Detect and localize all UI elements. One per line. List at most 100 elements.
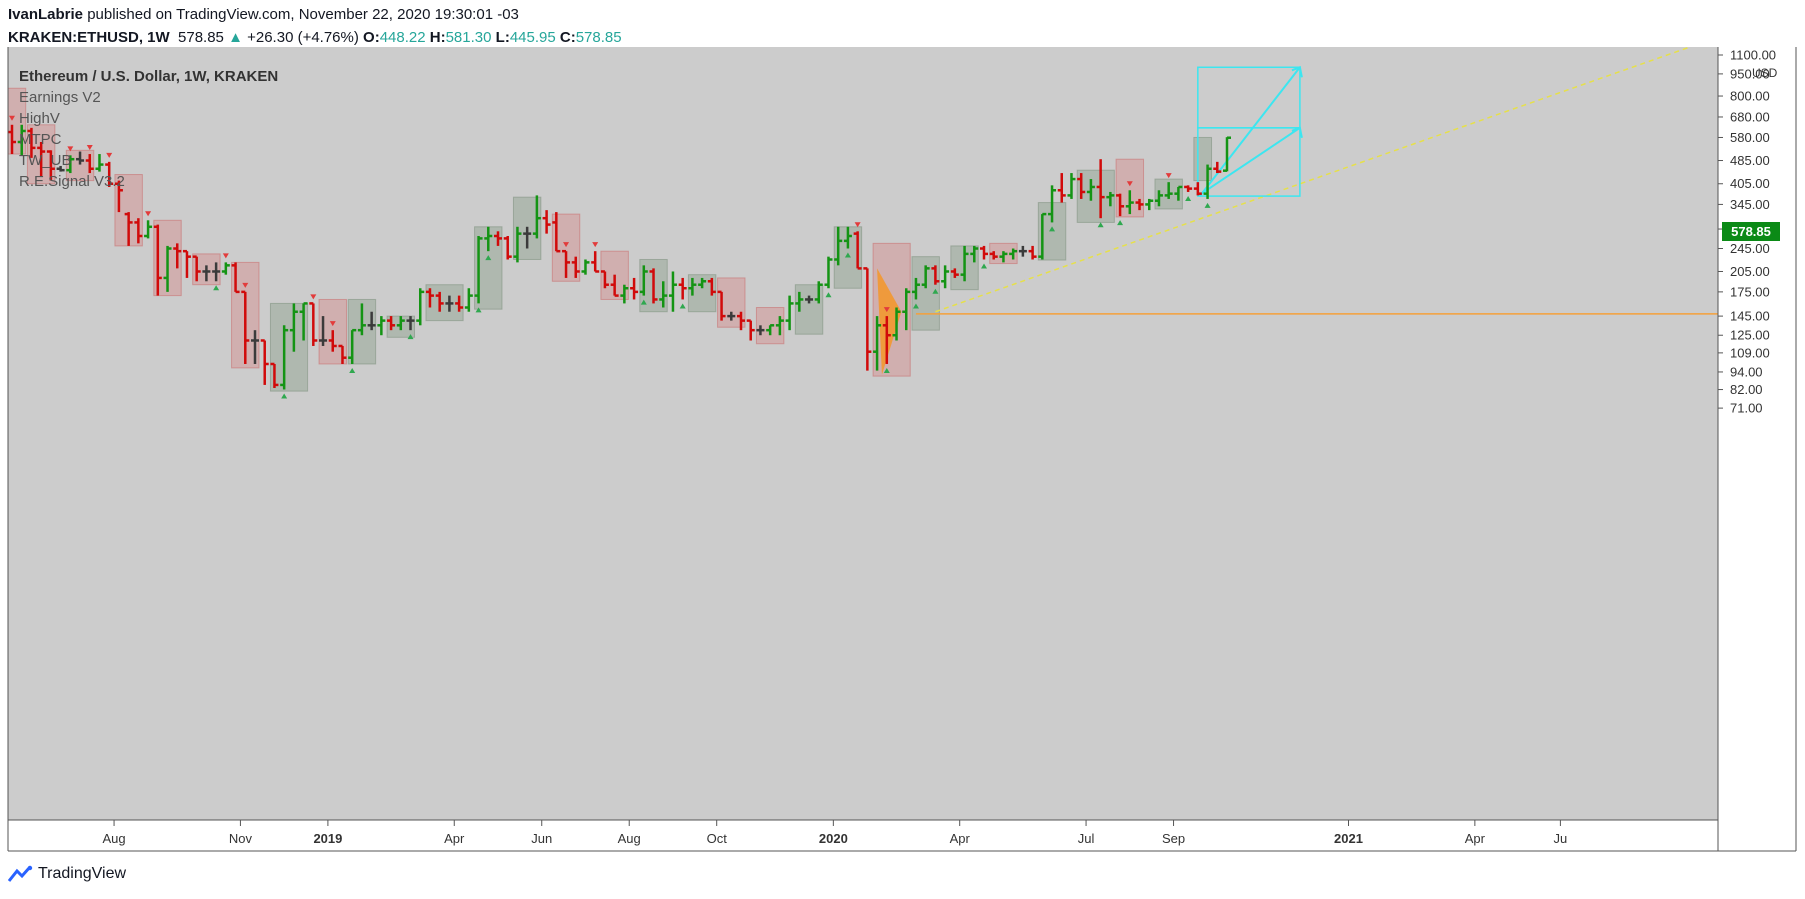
- ohlc-bar: [639, 265, 648, 296]
- buy-signal-icon: [1117, 220, 1124, 226]
- publish-info: IvanLabrie published on TradingView.com,…: [8, 6, 519, 23]
- ohlc-bar: [474, 235, 483, 304]
- ohlc-bar: [8, 124, 16, 155]
- price-tick-label: 580.00: [1730, 130, 1770, 145]
- ohlc-bar: [1077, 173, 1086, 199]
- ohlc-bar: [1038, 212, 1047, 260]
- price-tick-label: 345.00: [1730, 197, 1770, 212]
- arrow-head-icon: [1291, 65, 1303, 78]
- currency-label: USD: [1752, 66, 1778, 80]
- ohlc-bar: [1193, 182, 1202, 196]
- legend-indicator[interactable]: Earnings V2: [19, 89, 101, 106]
- ohlc-bar: [523, 226, 532, 249]
- ohlc-bar: [163, 245, 172, 292]
- time-tick-label: Nov: [229, 831, 253, 846]
- ohlc-bar: [289, 303, 298, 352]
- chart-legend: Ethereum / U.S. Dollar, 1W, KRAKEN Earni…: [19, 66, 278, 192]
- ohlc-bar: [581, 259, 590, 275]
- ohlc-bar: [144, 220, 153, 239]
- ohlc-bar: [834, 226, 843, 266]
- ohlc-bar: [406, 316, 415, 331]
- ohlc-bar: [999, 251, 1008, 263]
- ohlc-bar: [280, 325, 289, 390]
- ohlc-bars: [8, 124, 1231, 390]
- legend-indicator[interactable]: R.E.Signal V3.2: [19, 173, 125, 190]
- ohlc-bar: [513, 226, 522, 263]
- ohlc-bar: [785, 295, 794, 331]
- legend-indicator[interactable]: TW_UB: [19, 152, 72, 169]
- ohlc-bar: [367, 311, 376, 331]
- chart-pane[interactable]: [8, 47, 1718, 820]
- ohlc-bar: [494, 231, 502, 246]
- ohlc-bar: [1057, 173, 1066, 203]
- symbol: KRAKEN:ETHUSD, 1W: [8, 29, 170, 46]
- sell-signal-icon: [67, 146, 74, 152]
- buy-signal-icon: [932, 288, 939, 294]
- buy-signal-icon: [485, 255, 492, 261]
- price-chart[interactable]: 1100.00 950.00 800.00 680.00 580.00 485.00 405…: [0, 0, 1805, 860]
- ohlc-bar: [37, 141, 46, 177]
- buy-signal-icon: [1049, 226, 1056, 232]
- signal-zone: [269, 302, 309, 392]
- ohlc-bar: [241, 290, 250, 364]
- ohlc-bar: [338, 344, 347, 364]
- ohlc-bar: [192, 255, 201, 282]
- sell-signal-icon: [86, 145, 93, 151]
- ohlc-bar: [85, 154, 94, 174]
- ohlc-bar: [435, 291, 444, 312]
- brand-label: TradingView: [38, 865, 127, 882]
- ohlc-bar: [105, 161, 114, 187]
- sell-signal-icon: [1126, 181, 1133, 187]
- price-tick-label: 205.00: [1730, 264, 1770, 279]
- time-tick-label: Aug: [618, 831, 641, 846]
- open-value: 448.22: [379, 29, 426, 46]
- price-tick-label: 109.00: [1730, 345, 1770, 360]
- ohlc-bar: [678, 277, 687, 300]
- ohlc-bar: [911, 277, 920, 300]
- buy-signal-icon: [213, 285, 220, 291]
- sell-signal-icon: [9, 115, 15, 121]
- ohlc-bar: [600, 270, 609, 289]
- ohlc-bar: [114, 180, 123, 213]
- ohlc-bar: [620, 284, 629, 304]
- legend-title: Ethereum / U.S. Dollar, 1W, KRAKEN: [19, 68, 279, 85]
- trend-line: [935, 46, 1691, 313]
- ohlc-bar: [698, 277, 707, 289]
- author-name[interactable]: IvanLabrie: [8, 6, 84, 23]
- legend-indicator[interactable]: HighV: [19, 110, 60, 127]
- price-tick-label: 950.00: [1730, 66, 1770, 81]
- time-tick-label: 2020: [819, 831, 848, 846]
- buy-signal-icon: [883, 367, 890, 373]
- ohlc-bar: [775, 316, 784, 336]
- sell-signal-icon: [854, 222, 861, 228]
- ohlc-bar: [571, 256, 580, 278]
- price-tick-label: 800.00: [1730, 89, 1770, 104]
- ohlc-bar: [1086, 179, 1095, 201]
- time-tick-label: Apr: [444, 831, 465, 846]
- ohlc-bar: [221, 262, 230, 275]
- ohlc-bar: [396, 316, 405, 331]
- signal-zone: [1193, 136, 1213, 182]
- ohlc-bar: [766, 324, 775, 336]
- legend-indicator[interactable]: MTPC: [19, 131, 62, 148]
- ohlc-bar: [153, 224, 162, 296]
- ohlc-bar: [892, 307, 901, 341]
- ohlc-bar: [1096, 159, 1105, 219]
- ohlc-bar: [260, 339, 269, 385]
- ohlc-bar: [532, 195, 541, 239]
- ohlc-bar: [299, 302, 308, 341]
- buy-signal-icon: [349, 367, 356, 373]
- price-tick-label: 175.00: [1730, 284, 1770, 299]
- publish-date: published on TradingView.com, November 2…: [87, 6, 519, 23]
- ohlc-bar: [873, 316, 882, 371]
- ohlc-bar: [357, 303, 366, 336]
- time-axis[interactable]: Aug Nov 2019 Apr Jun Aug Oct 2020 Apr Jul Sep 2021 A…: [102, 820, 1567, 846]
- ohlc-bar: [727, 311, 736, 321]
- time-tick-label: Jul: [1078, 831, 1095, 846]
- ohlc-bar: [989, 251, 998, 260]
- sell-signal-icon: [310, 294, 317, 300]
- ohlc-bar: [805, 295, 814, 304]
- low-label: L:: [495, 29, 510, 46]
- footer-brand[interactable]: TradingView: [8, 865, 126, 883]
- ohlc-bar: [348, 328, 357, 364]
